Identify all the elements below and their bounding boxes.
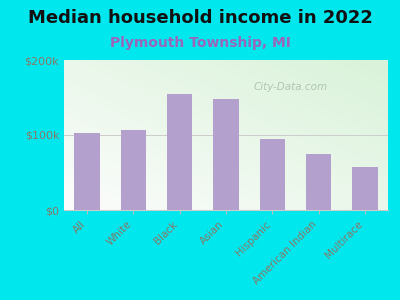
Text: Median household income in 2022: Median household income in 2022 [28,9,372,27]
Bar [306,154,331,210]
Bar [121,130,146,210]
Bar [167,94,192,210]
Bar [74,133,100,210]
Text: City-Data.com: City-Data.com [254,82,328,92]
Bar [213,99,239,210]
Text: Plymouth Township, MI: Plymouth Township, MI [110,36,290,50]
Bar [352,167,378,210]
Bar [260,139,285,210]
